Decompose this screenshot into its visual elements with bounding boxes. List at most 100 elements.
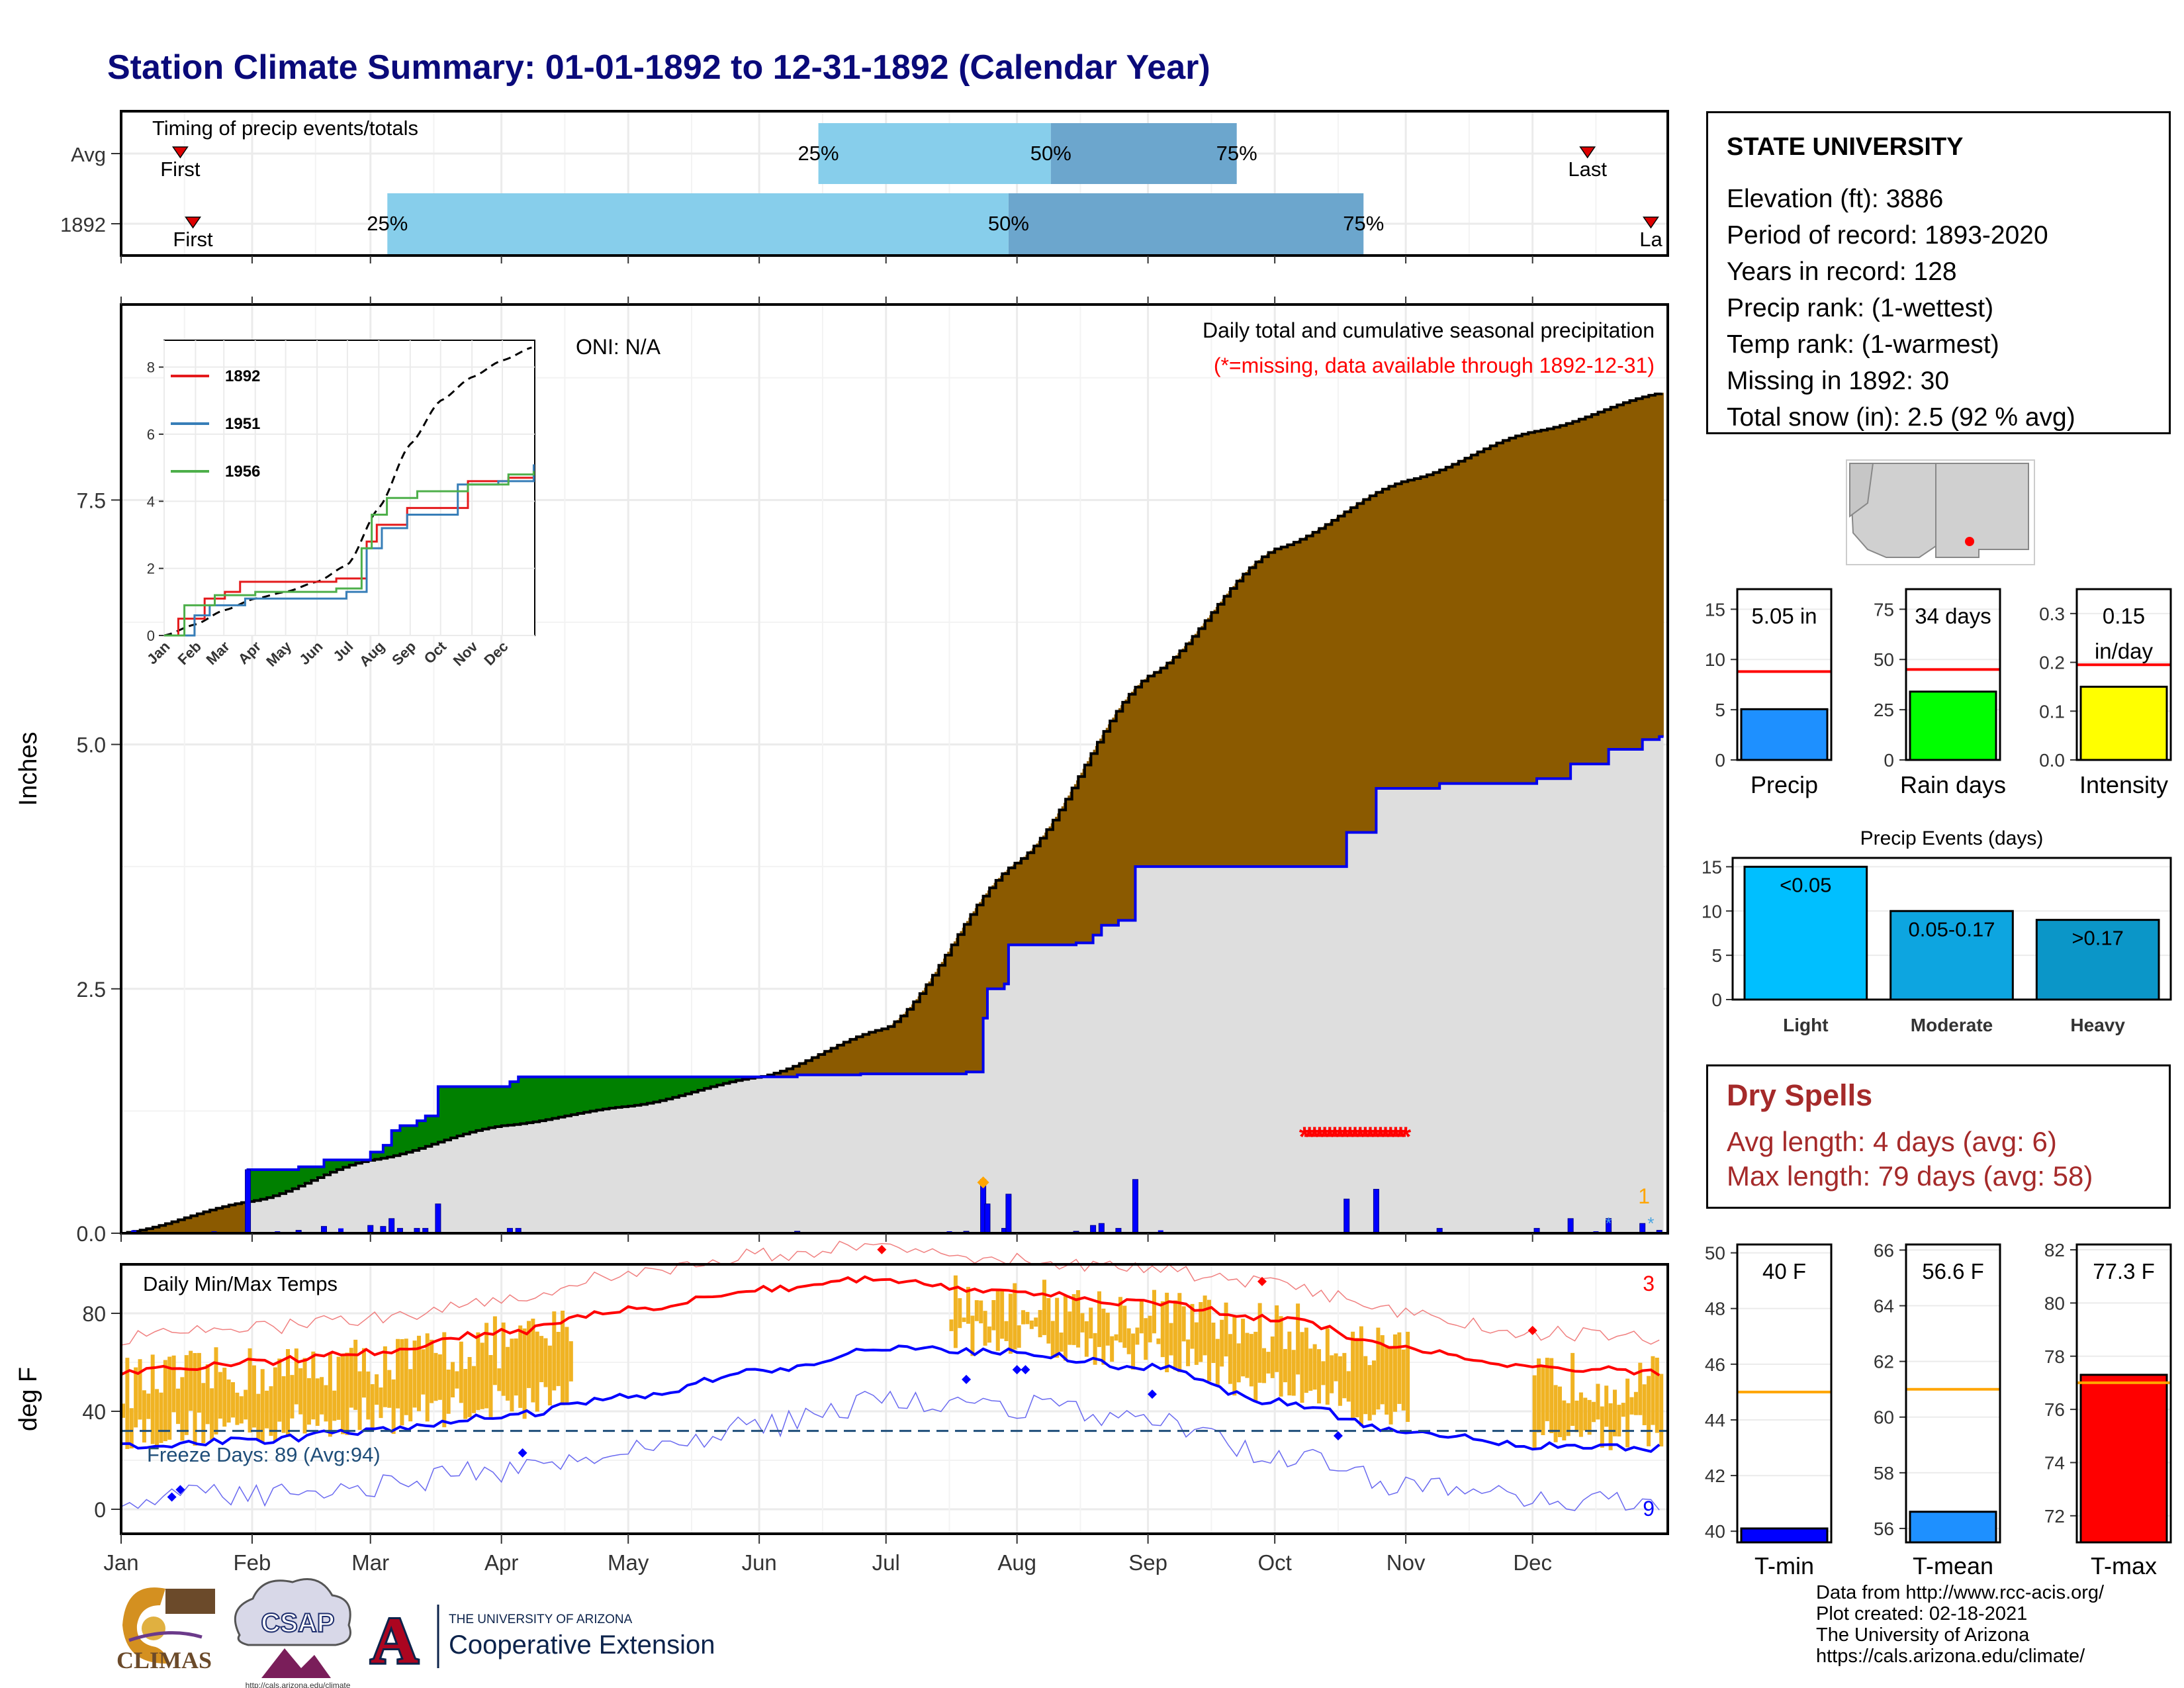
- dry-spells-avg: Avg length: 4 days (avg: 6): [1727, 1126, 2057, 1157]
- events-title: Precip Events (days): [1860, 827, 2044, 849]
- month-label: Apr: [484, 1550, 518, 1575]
- last-label: La: [1639, 228, 1662, 251]
- inset-legend-label: 1956: [225, 463, 260, 481]
- max-daily-marker: [977, 1176, 989, 1189]
- y-axis-label: Inches: [15, 732, 42, 806]
- tbar-T-max: [2079, 1374, 2168, 1544]
- station-temp-rank: Temp rank: (1-warmest): [1727, 330, 1999, 359]
- record-low-marker: [1333, 1431, 1343, 1440]
- month-label: Sep: [1128, 1550, 1167, 1575]
- tbar-value: 40 F: [1762, 1259, 1806, 1284]
- mini-tick-label: 0.1: [2039, 701, 2065, 722]
- daily-precip-bar: [1158, 1230, 1163, 1233]
- tbar-tick-label: 56: [1874, 1519, 1894, 1539]
- tbar-tick-label: 46: [1705, 1354, 1725, 1375]
- daily-temp-bars: [121, 1275, 1664, 1450]
- daily-precip-bar: [984, 1203, 991, 1234]
- events-tick-label: 15: [1702, 857, 1722, 877]
- mini-value: 34 days: [1915, 604, 1991, 628]
- record-low-marker: [962, 1374, 972, 1384]
- temp-panel: Daily Min/Max Temps Freeze Days: 89 (Avg:…: [15, 1241, 1669, 1535]
- tbar-tick-label: 78: [2044, 1346, 2065, 1367]
- event-range-label: <0.05: [1780, 873, 1831, 896]
- inset-legend-label: 1892: [225, 367, 260, 385]
- mini-value: 0.15: [2103, 604, 2145, 628]
- station-snow: Total snow (in): 2.5 (92 % avg): [1727, 403, 2075, 432]
- mini-tick-label: 25: [1874, 700, 1894, 720]
- freeze-days-label: Freeze Days: 89 (Avg:94): [147, 1443, 381, 1466]
- month-label: Aug: [997, 1550, 1036, 1575]
- last-label: Last: [1568, 158, 1607, 181]
- record-low-marker: [1148, 1389, 1157, 1399]
- timing-label: Timing of precip events/totals: [152, 117, 418, 140]
- event-category-label: Moderate: [1911, 1015, 1993, 1035]
- record-low-marker: [518, 1448, 527, 1458]
- missing-marker: *: [1647, 1213, 1654, 1233]
- mini-panel-border: [1736, 588, 1833, 761]
- month-label: Feb: [234, 1550, 271, 1575]
- csap-logo-text: CSAP: [261, 1609, 334, 1638]
- daily-precip-bar: [1098, 1223, 1105, 1234]
- tbar-tick-label: 50: [1705, 1243, 1725, 1264]
- record-high-marker: [877, 1244, 887, 1254]
- tbar-bg: [1906, 1244, 2000, 1542]
- precip-events-panel: Precip Events (days) 0 5 10 15 <0.05 Light 0.05…: [1702, 827, 2172, 1035]
- tbar-border: [1736, 1243, 1833, 1544]
- daily-precip-bar: [131, 1230, 137, 1233]
- daily-precip-bar: [435, 1203, 441, 1234]
- avg-max-line: [120, 1275, 1661, 1377]
- temp-bar-panels: 40 42 44 46 48 50 40 F T-min 56 58 60 62 64 66 56.6 F T…: [1705, 1240, 2172, 1579]
- page-title: Station Climate Summary: 01-01-1892 to 1…: [107, 48, 1210, 87]
- climas-logo-text: CLIMAS: [116, 1647, 212, 1673]
- csap-mountain: [261, 1648, 331, 1678]
- inset-y-label: 4: [147, 493, 155, 510]
- year-cumulative-line: [121, 735, 1664, 1235]
- event-range-label: >0.17: [2071, 927, 2123, 950]
- station-info-box: STATE UNIVERSITY Elevation (ft): 3886 Pe…: [1706, 111, 2171, 434]
- mini-tick-label: 0.3: [2039, 604, 2065, 624]
- events-tick-label: 0: [1711, 990, 1722, 1010]
- dry-spell-marker: *: [1400, 1121, 1412, 1152]
- tbar-tick-label: 76: [2044, 1399, 2065, 1420]
- inset-y-label: 6: [147, 426, 155, 443]
- first-label: First: [160, 158, 201, 181]
- timing-row-label: 1892: [60, 213, 106, 236]
- month-label: Nov: [1387, 1550, 1426, 1575]
- inset-y-label: 0: [147, 628, 155, 644]
- map-state: [1935, 463, 2029, 558]
- last-marker: [1579, 146, 1596, 159]
- mini-tick-label: 10: [1705, 649, 1725, 670]
- tbar-tick-label: 44: [1705, 1410, 1725, 1430]
- record-high-count: 3: [1643, 1272, 1655, 1295]
- record-high-line: [120, 1241, 1660, 1346]
- event-category-label: Light: [1783, 1015, 1828, 1035]
- inset-avg-line: [163, 346, 532, 637]
- temp-panel-label: Daily Min/Max Temps: [143, 1272, 338, 1295]
- y-tick-label: 2.5: [77, 978, 106, 1002]
- mini-tick-label: 75: [1874, 599, 1894, 620]
- mini-tick-label: 0.2: [2039, 653, 2065, 673]
- daily-precip-bar: [1005, 1194, 1012, 1234]
- record-low-marker: [1012, 1365, 1022, 1375]
- month-label: Jul: [872, 1550, 900, 1575]
- station-period: Period of record: 1893-2020: [1727, 221, 2048, 250]
- inset-bg: [163, 340, 535, 636]
- month-label: May: [608, 1550, 649, 1575]
- month-label: Jun: [742, 1550, 777, 1575]
- credit-line: https://cals.arizona.edu/climate/: [1816, 1646, 2085, 1667]
- p25-label: 25%: [798, 142, 839, 165]
- daily-precip-bar: [388, 1218, 395, 1234]
- record-low-marker: [167, 1492, 177, 1502]
- tbar-T-mean: [1909, 1511, 1997, 1544]
- first-marker: [171, 146, 189, 159]
- tbar-value: 56.6 F: [1922, 1259, 1984, 1284]
- tbar-tick-label: 42: [1705, 1466, 1725, 1486]
- month-axis: Jan Feb Mar Apr May Jun Jul Aug Sep Oct Nov Dec: [103, 256, 1552, 1575]
- station-dot: [1965, 537, 1974, 546]
- ua-top-text: THE UNIVERSITY OF ARIZONA: [449, 1613, 633, 1626]
- tbar-tick-label: 48: [1705, 1299, 1725, 1319]
- q50-q75-bar: [1050, 123, 1237, 184]
- record-low-line: [120, 1390, 1660, 1511]
- event-category-label: Heavy: [2070, 1015, 2125, 1035]
